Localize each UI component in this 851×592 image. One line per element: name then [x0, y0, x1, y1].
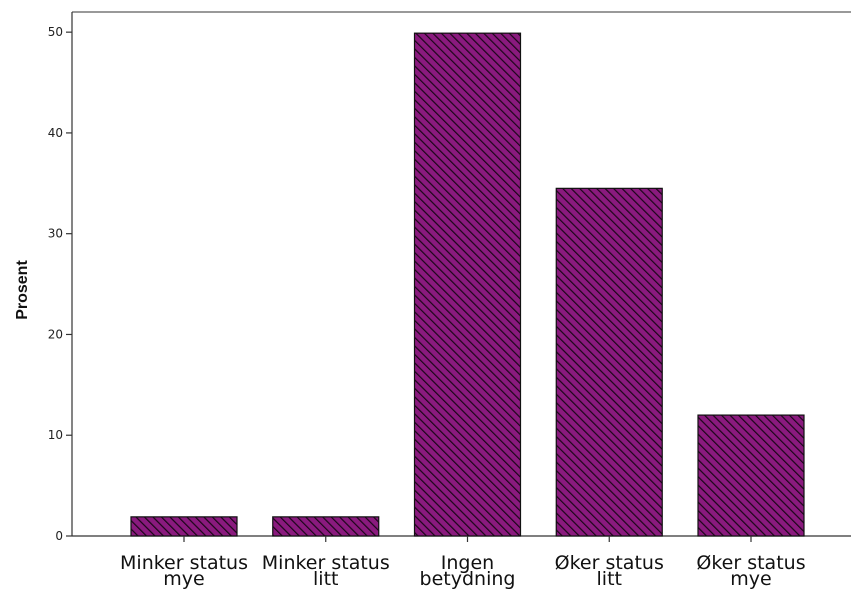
x-tick-label-line: Ingen: [441, 552, 494, 574]
bar-3: [413, 32, 522, 537]
x-tick-label-line: betydning: [420, 568, 516, 590]
bar-5: [697, 414, 805, 537]
y-axis-title: Prosent: [14, 260, 31, 320]
x-tick-label-line: mye: [163, 568, 204, 590]
bar-4: [555, 187, 663, 537]
x-tick-label-line: litt: [597, 568, 622, 590]
y-tick-label-40: 40: [48, 126, 63, 140]
y-tick-label-10: 10: [48, 428, 63, 442]
x-tick-label-line: Minker status: [120, 552, 248, 574]
y-axis: 0 10 20 30 40 50: [48, 25, 72, 543]
x-tick-label-line: litt: [313, 568, 338, 590]
x-tick-label-4: Øker status litt: [555, 552, 664, 590]
x-tick-label-line: Øker status: [696, 552, 805, 574]
y-tick-label-30: 30: [48, 227, 63, 241]
x-tick-label-line: Øker status: [555, 552, 664, 574]
y-tick-label-50: 50: [48, 25, 63, 39]
bar-1: [130, 516, 238, 537]
x-tick-label-1: Minker status mye: [120, 552, 248, 590]
x-tick-label-line: mye: [730, 568, 771, 590]
x-tick-label-5: Øker status mye: [696, 552, 805, 590]
y-tick-label-20: 20: [48, 327, 63, 341]
bars-group: [130, 32, 805, 537]
y-tick-label-0: 0: [55, 529, 63, 543]
x-tick-label-3: Ingen betydning: [420, 552, 516, 590]
bar-2: [272, 516, 380, 537]
x-tick-label-2: Minker status litt: [262, 552, 390, 590]
x-tick-label-line: Minker status: [262, 552, 390, 574]
